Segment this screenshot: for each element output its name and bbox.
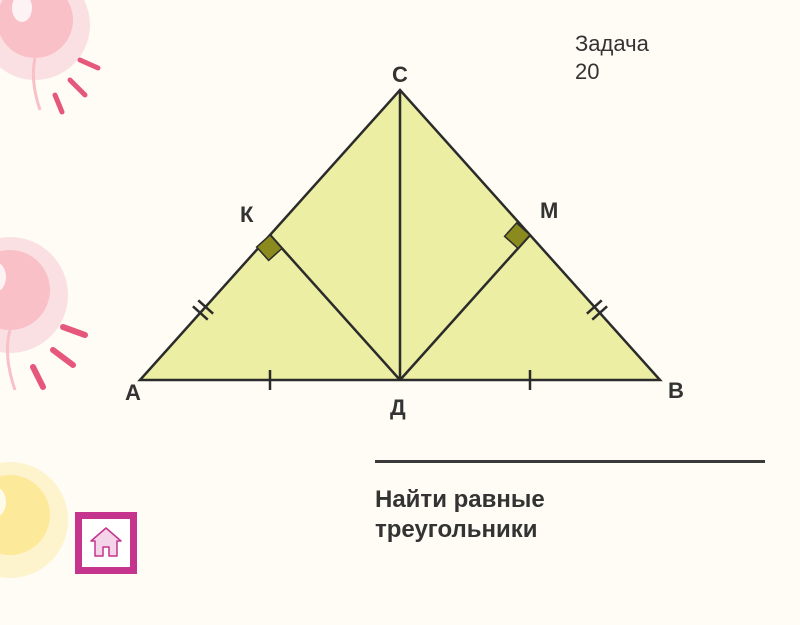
balloon-pink-mid (0, 235, 105, 430)
balloon-pink-top (0, 0, 110, 145)
title-line1: Задача (575, 30, 649, 58)
label-K: К (240, 202, 254, 227)
label-A: А (125, 380, 141, 405)
home-button[interactable] (75, 512, 137, 574)
label-C: С (392, 62, 408, 87)
label-B: В (668, 378, 684, 403)
geometry-diagram: А В С Д К М (100, 60, 700, 440)
home-icon (82, 519, 130, 567)
label-M: М (540, 198, 558, 223)
question-text: Найти равные треугольники (375, 485, 545, 545)
label-D: Д (390, 395, 406, 420)
question-line1: Найти равные (375, 485, 545, 515)
question-line2: треугольники (375, 515, 545, 545)
answer-underline (375, 460, 765, 463)
